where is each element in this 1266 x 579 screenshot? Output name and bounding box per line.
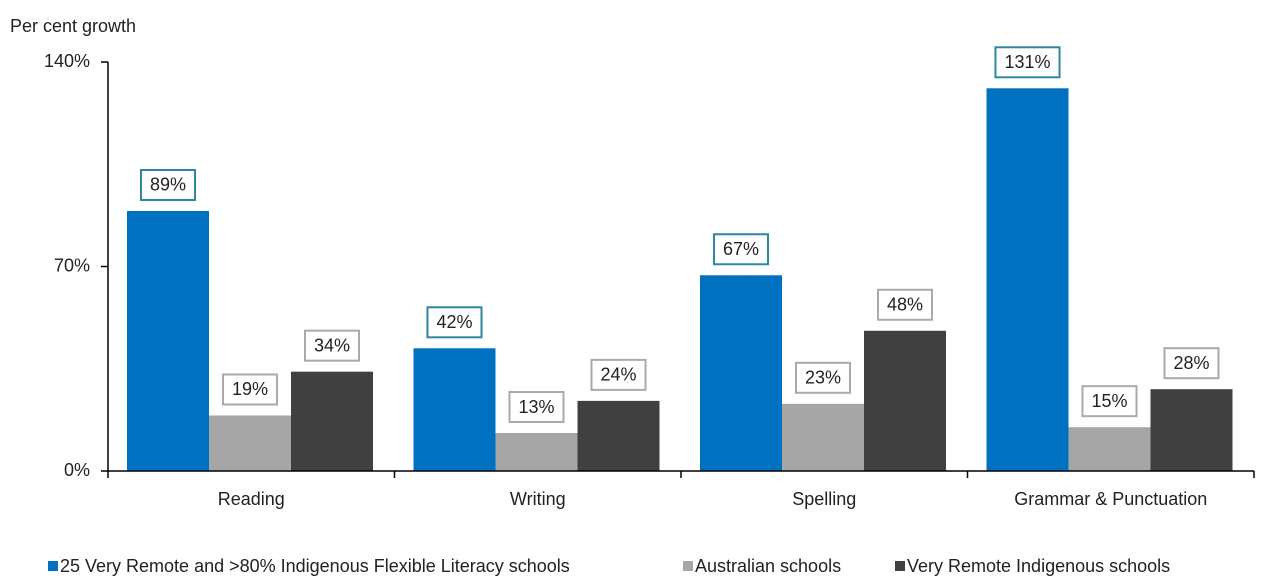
bar bbox=[209, 415, 291, 471]
data-label: 13% bbox=[518, 397, 554, 417]
data-label: 24% bbox=[600, 365, 636, 385]
data-label: 23% bbox=[805, 368, 841, 388]
bar bbox=[577, 400, 660, 471]
legend-label: Very Remote Indigenous schools bbox=[907, 556, 1170, 576]
data-label-box bbox=[994, 46, 1061, 79]
data-label-box bbox=[221, 373, 279, 406]
bar bbox=[1068, 427, 1151, 471]
bar bbox=[986, 88, 1069, 472]
legend-label: 25 Very Remote and >80% Indigenous Flexi… bbox=[60, 556, 570, 576]
x-tick-label: Reading bbox=[218, 489, 285, 509]
legend-swatch bbox=[48, 561, 58, 571]
data-label: 48% bbox=[887, 295, 923, 315]
y-tick-label: 0% bbox=[64, 460, 90, 480]
data-label: 67% bbox=[723, 239, 759, 259]
data-label: 15% bbox=[1091, 391, 1127, 411]
bar bbox=[495, 433, 578, 471]
data-label-box bbox=[1163, 347, 1220, 380]
data-label-box bbox=[426, 306, 483, 339]
data-label-box bbox=[590, 358, 647, 391]
legend-label: Australian schools bbox=[695, 556, 841, 576]
bar bbox=[1150, 389, 1233, 471]
data-label-box bbox=[876, 288, 934, 321]
y-axis-label: Per cent growth bbox=[10, 16, 136, 36]
data-label-box bbox=[1081, 385, 1138, 418]
y-tick-label: 140% bbox=[44, 51, 90, 71]
data-label-box bbox=[794, 361, 852, 394]
data-label: 19% bbox=[232, 379, 268, 399]
legend-swatch bbox=[895, 561, 905, 571]
x-tick-label: Spelling bbox=[792, 489, 856, 509]
data-label-box bbox=[712, 233, 770, 266]
data-label: 42% bbox=[436, 312, 472, 332]
y-tick-label: 70% bbox=[54, 255, 90, 275]
data-label: 28% bbox=[1173, 353, 1209, 373]
x-tick-label: Grammar & Punctuation bbox=[1014, 489, 1207, 509]
data-label-box bbox=[139, 168, 197, 201]
bar bbox=[413, 348, 496, 471]
data-label-box bbox=[508, 391, 565, 424]
bar bbox=[127, 210, 209, 471]
data-label: 89% bbox=[150, 175, 186, 195]
x-tick-label: Writing bbox=[510, 489, 566, 509]
bar bbox=[291, 371, 373, 471]
data-label: 34% bbox=[314, 335, 350, 355]
legend-swatch bbox=[683, 561, 693, 571]
bar bbox=[864, 330, 946, 471]
data-label: 131% bbox=[1004, 52, 1050, 72]
data-label-box bbox=[303, 329, 361, 362]
bar bbox=[700, 275, 782, 471]
bar bbox=[782, 403, 864, 471]
